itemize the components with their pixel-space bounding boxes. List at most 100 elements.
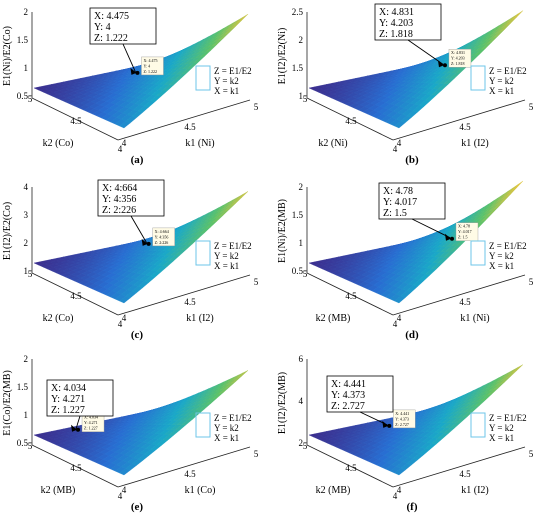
z-tick-label: 1: [24, 266, 29, 276]
x-tick-label: 5: [254, 102, 259, 112]
y-axis-line: [31, 444, 119, 488]
datatip-box: [89, 7, 157, 45]
legend-entry: Z = E1/E2: [489, 241, 527, 251]
datatip-small-text: X: 4.78: [458, 224, 470, 229]
y-axis-label: k2 (MB): [316, 313, 351, 324]
datatip-arrow: [75, 415, 81, 429]
z-tick-label: 1: [24, 63, 29, 73]
datatip-marker: [146, 241, 151, 246]
chart-panel-c: 1 2 3 4 E1(I2)/E2(Co) 5 4.5 4 k2 (Co) 4 4.5 5 k1 (I2…: [2, 179, 259, 341]
z-axis-label: E1(I2)/E2(Co): [2, 202, 13, 260]
x-axis-line: [117, 274, 251, 316]
legend-entry: Y = k2: [489, 423, 514, 433]
y-tick-label: 5: [28, 94, 33, 104]
datatip-box: [374, 3, 442, 41]
y-tick-label: 4.5: [70, 463, 82, 473]
datatip-text: X: 4:664: [102, 183, 137, 194]
datatip-small-text: X: 4.831: [451, 50, 465, 55]
datatip-small-text: Y: 4.373: [395, 416, 409, 421]
y-tick-label: 4.5: [70, 116, 82, 126]
x-axis-label: k1 (Ni): [460, 313, 489, 324]
panel-label: (b): [405, 154, 419, 166]
legend-entry: Z = E1/E2: [489, 413, 527, 423]
legend-swatch: [195, 412, 211, 438]
x-tick-label: 4.5: [184, 469, 196, 479]
datatip-small-box: [448, 49, 472, 68]
legend-entry: Z = E1/E2: [214, 241, 252, 251]
y-tick-label: 4.5: [345, 291, 357, 301]
y-tick-label: 4.5: [70, 291, 82, 301]
z-tick-label: 4: [299, 396, 304, 406]
datatip-small-box: [393, 409, 416, 429]
datatip-small-text: Z: 1.818: [451, 61, 465, 66]
y-tick-label: 4: [393, 144, 398, 154]
legend-entry: Z = E1/E2: [214, 413, 252, 423]
datatip-small-text: Y: 4.271: [84, 420, 98, 425]
legend-swatch: [470, 65, 486, 91]
y-axis-label: k2 (MB): [316, 485, 351, 496]
datatip-text: Y: 4.271: [51, 394, 85, 405]
legend-swatch: [195, 65, 211, 91]
chart-panel-f: 2 4 6 E1(I2)/E2(MB) 5 4.5 4 k2 (MB) 4 4.5 5 k1 (I2)…: [277, 354, 534, 513]
x-axis-label: k1 (I2): [461, 485, 489, 496]
datatip-box: [326, 375, 394, 413]
x-axis-line: [392, 446, 526, 488]
x-tick-label: 4.5: [184, 297, 196, 307]
x-axis-label: k1 (I2): [461, 138, 489, 149]
y-tick-label: 4: [118, 144, 123, 154]
datatip-text: Z: 2:226: [102, 205, 136, 216]
datatip-small-text: Y: 4.017: [458, 229, 472, 234]
x-tick-label: 4: [122, 313, 127, 323]
y-axis-line: [306, 272, 394, 316]
surface-mesh: [33, 191, 249, 304]
datatip-small-text: Z: 1.227: [84, 426, 98, 431]
datatip-text: Z: 1.5: [383, 208, 407, 219]
datatip-text: Y: 4: [94, 22, 111, 33]
datatip-small-text: X: 4.475: [143, 58, 157, 63]
legend-swatch: [470, 412, 486, 438]
datatip-text: X: 4.475: [94, 11, 129, 22]
z-axis-label: E1(I2)/E2(MB): [277, 372, 288, 434]
z-tick-label: 0.5: [292, 266, 304, 276]
datatip-small-text: X: 4:664: [155, 229, 169, 234]
datatip-small-text: Z: 1.5: [458, 235, 468, 240]
datatip-small-text: Z: 1.222: [143, 69, 157, 74]
y-axis-label: k2 (Ni): [318, 138, 347, 149]
z-tick-label: 1: [24, 410, 29, 420]
x-tick-label: 4: [397, 138, 402, 148]
datatip-small-box: [455, 222, 479, 241]
z-axis-label: E1(Ni)/E2(Co): [2, 26, 13, 86]
legend-entry: Y = k2: [214, 423, 239, 433]
datatip-arrowhead: [382, 420, 389, 428]
z-tick-label: 2: [24, 238, 29, 248]
z-tick-label: 0.5: [17, 438, 29, 448]
surface-mesh: [33, 370, 249, 476]
datatip-arrow: [407, 39, 444, 65]
datatip-marker: [387, 423, 392, 428]
z-tick-label: 6: [299, 354, 304, 364]
datatip-text: X: 4.831: [379, 7, 414, 18]
legend-entry: Z = E1/E2: [214, 66, 252, 76]
legend-swatch: [470, 240, 486, 266]
datatip-text: Z: 2.727: [331, 401, 365, 412]
datatip-text: X: 4.034: [51, 383, 86, 394]
y-axis-line: [31, 97, 119, 141]
datatip-small-text: Y: 4: [143, 63, 150, 68]
legend-entry: X = k1: [489, 86, 514, 96]
datatip-arrowhead: [437, 60, 444, 68]
z-tick-label: 1.5: [17, 382, 29, 392]
datatip-text: Z: 1.222: [94, 33, 128, 44]
surface-cell: [236, 13, 249, 24]
datatip-text: Y: 4.373: [331, 390, 365, 401]
surface-cell: [511, 10, 524, 20]
datatip-text: X: 4.441: [331, 379, 366, 390]
legend-entry: Z = E1/E2: [489, 66, 527, 76]
panel-label: (c): [131, 329, 144, 341]
x-tick-label: 5: [529, 449, 534, 459]
x-tick-label: 4: [122, 138, 127, 148]
x-axis-label: k1 (Ni): [185, 138, 214, 149]
